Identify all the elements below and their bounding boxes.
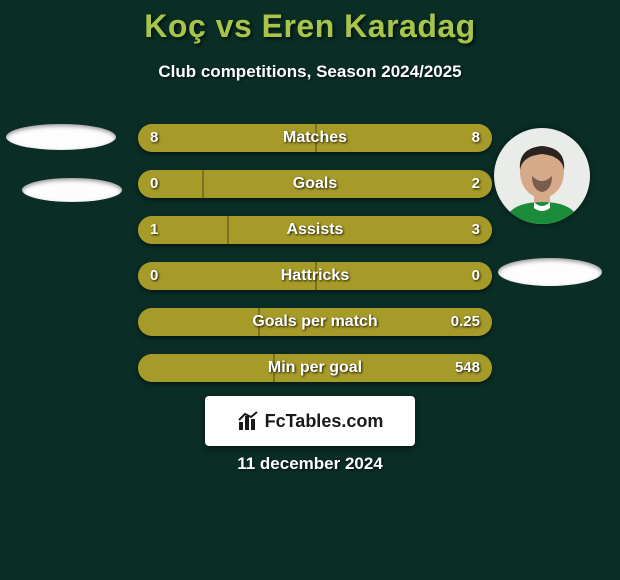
stat-bar-fill-left [138,262,315,290]
stat-bar-fill-left [138,170,202,198]
stat-bar: Goals per match0.25 [138,308,492,336]
stat-bar-fill-right [227,216,493,244]
stat-bar-fill-right [273,354,492,382]
attribution-chart-icon [237,410,259,432]
stats-bars: Matches88 Goals02 Assists13 Hattricks00 Goal… [138,124,492,382]
stat-bar-fill-right [315,124,492,152]
stat-bar-fill-left [138,308,258,336]
stat-bar-fill-right [258,308,492,336]
attribution-text: FcTables.com [265,411,384,432]
stat-bar-fill-right [315,262,492,290]
stat-bar-fill-left [138,216,227,244]
stat-bar-divider [315,262,317,290]
player-left-ellipse-2 [22,178,122,202]
stat-bar-fill-left [138,354,273,382]
stat-bar: Min per goal548 [138,354,492,382]
stat-bar-divider [202,170,204,198]
date-text: 11 december 2024 [0,454,620,474]
player-left-ellipse-1 [6,124,116,150]
attribution: FcTables.com [205,396,415,446]
stat-bar-fill-left [138,124,315,152]
subtitle: Club competitions, Season 2024/2025 [0,62,620,82]
stat-bar-divider [227,216,229,244]
player-right-face-icon [494,128,590,224]
player-right-shadow [498,258,602,286]
stat-bar: Assists13 [138,216,492,244]
player-right-photo [494,128,590,224]
stat-bar-divider [258,308,260,336]
stat-bar: Matches88 [138,124,492,152]
stat-bar-divider [315,124,317,152]
stat-bar: Hattricks00 [138,262,492,290]
stat-bar: Goals02 [138,170,492,198]
stat-bar-divider [273,354,275,382]
stat-bar-fill-right [202,170,492,198]
page-title: Koç vs Eren Karadag [0,8,620,45]
